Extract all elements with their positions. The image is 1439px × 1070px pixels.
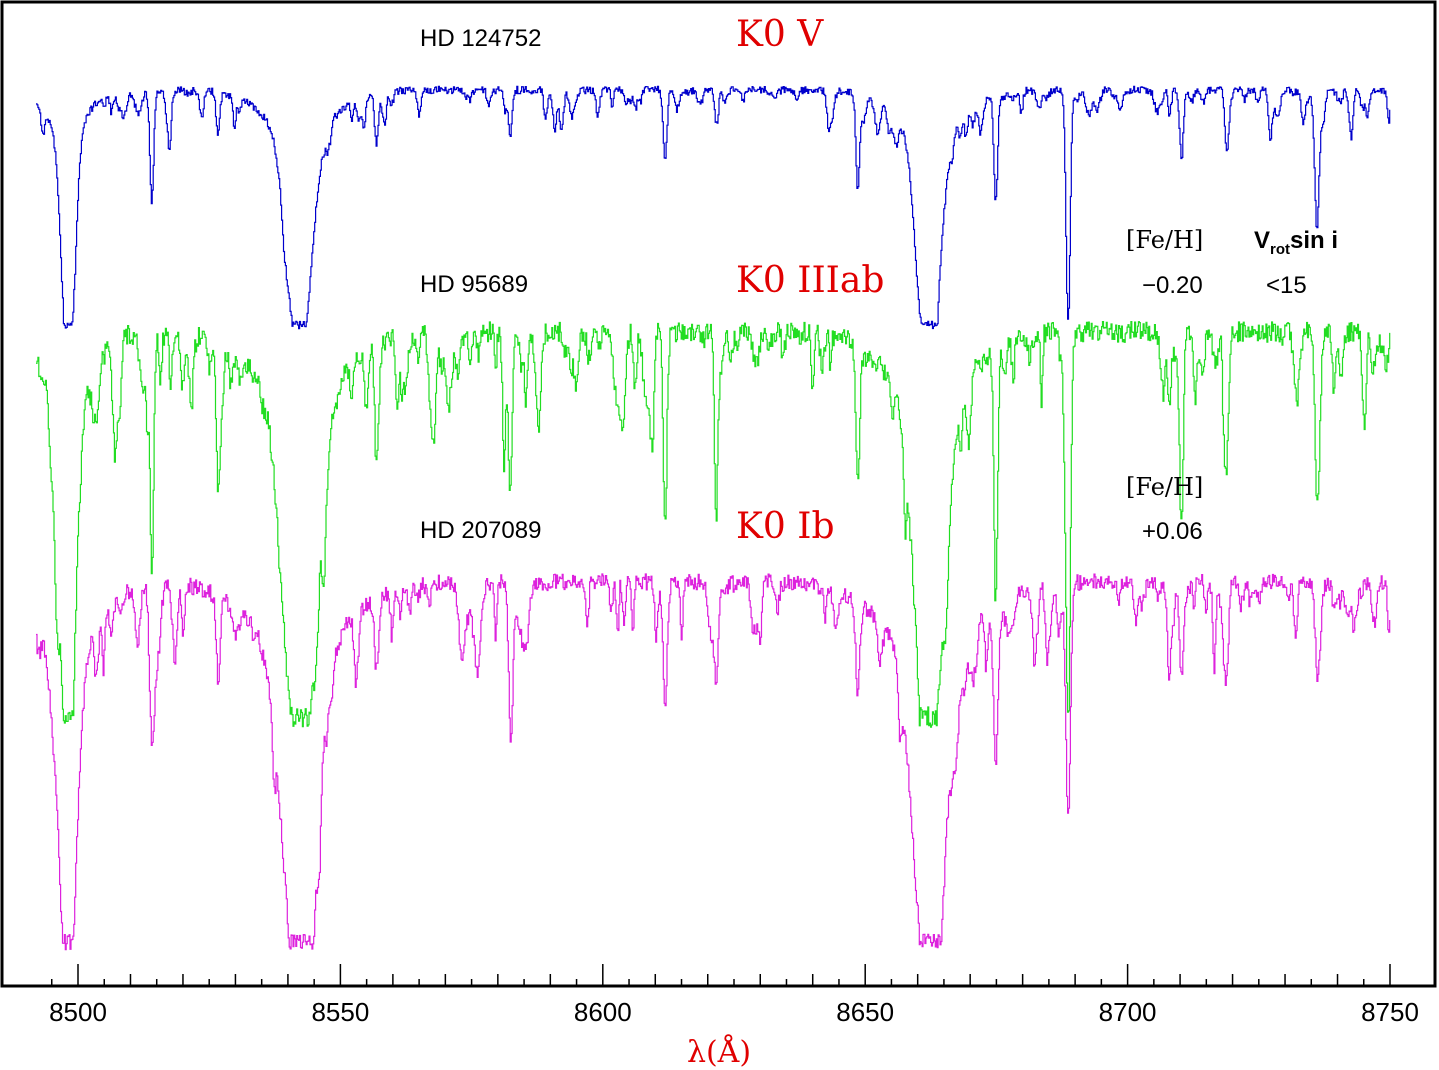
x-tick-label: 8550 (311, 997, 369, 1027)
x-tick-label: 8600 (574, 997, 632, 1027)
x-tick-label: 8750 (1361, 997, 1419, 1027)
x-axis-tick-labels: 8500 8550 8600 8650 8700 8750 (49, 997, 1419, 1027)
fe-h-value-2: +0.06 (1142, 518, 1203, 545)
spectral-type-k0ib: K0 Ib (736, 506, 835, 547)
vrot-value: <15 (1266, 272, 1307, 299)
star-name-hd207089: HD 207089 (420, 517, 541, 544)
star-name-hd124752: HD 124752 (420, 25, 541, 52)
spectrum-hd124752 (36, 85, 1391, 330)
fe-h-header-2: [Fe/H] (1126, 473, 1203, 501)
vrot-header-main: V (1254, 227, 1270, 254)
vrot-header: Vrotsin i (1254, 227, 1338, 258)
spectral-type-k0v: K0 V (736, 14, 824, 55)
vrot-header-sub: rot (1270, 241, 1290, 258)
x-tick-label: 8700 (1099, 997, 1157, 1027)
fe-h-value-1: −0.20 (1142, 272, 1203, 299)
vrot-header-rest: sin i (1290, 227, 1338, 254)
x-axis-ticks (51, 964, 1391, 986)
spectrum-hd95689 (36, 321, 1391, 728)
plot-frame (0, 0, 1437, 988)
spectral-type-k0iiiab: K0 IIIab (736, 260, 884, 301)
x-tick-label: 8500 (49, 997, 107, 1027)
star-name-hd95689: HD 95689 (420, 271, 528, 298)
spectrum-hd207089 (36, 573, 1391, 951)
x-tick-label: 8650 (836, 997, 894, 1027)
fe-h-header-1: [Fe/H] (1126, 226, 1203, 254)
x-axis-label: λ(Å) (687, 1034, 751, 1070)
